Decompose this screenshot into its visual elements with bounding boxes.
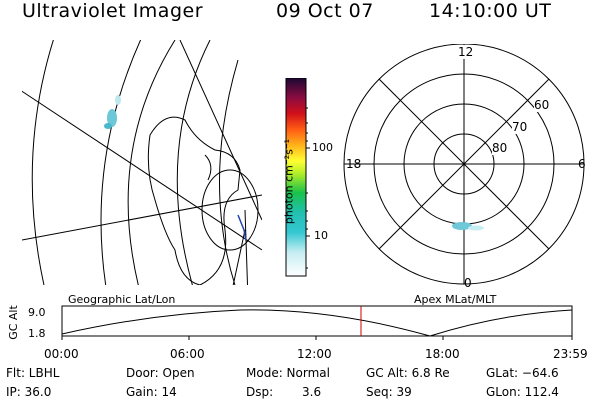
altitude-orbit-plot	[61, 305, 573, 340]
filter-info: Flt: LBHL	[6, 366, 60, 380]
apex-mlat-mlt-label: Apex MLat/MLT	[414, 293, 497, 306]
dsp-value: 3.6	[302, 385, 322, 399]
colorbar-tick-100: 100	[312, 141, 333, 154]
lat-label-80: 80	[492, 141, 508, 155]
gain-info: Gain: 14	[126, 385, 177, 399]
alt-tick-low: 1.8	[28, 327, 46, 340]
date-label: 09 Oct 07	[276, 0, 374, 22]
time-tick-0600: 06:00	[170, 347, 205, 361]
glat-info: GLat: −64.6	[486, 366, 559, 380]
time-tick-1200: 12:00	[297, 347, 332, 361]
header: Ultraviolet Imager 09 Oct 07 14:10:00 UT	[0, 0, 600, 28]
mlt-label-12: 12	[458, 45, 474, 59]
polar-plot	[343, 44, 585, 285]
dsp-label: Dsp:	[246, 385, 274, 399]
glon-info: GLon: 112.4	[486, 385, 559, 399]
colorbar-unit-label: photon cm⁻²s⁻¹	[282, 138, 296, 225]
aurora-emission-geo	[104, 95, 121, 129]
mlt-label-18: 18	[346, 157, 362, 171]
instrument-title: Ultraviolet Imager	[22, 0, 204, 22]
colorbar	[285, 78, 310, 277]
mlt-label-6: 6	[578, 157, 586, 171]
colorbar-tick-10: 10	[314, 229, 328, 242]
gc-alt-info: GC Alt: 6.8 Re	[366, 366, 450, 380]
time-label: 14:10:00 UT	[429, 0, 552, 22]
door-info: Door: Open	[126, 366, 195, 380]
time-tick-1800: 18:00	[425, 347, 460, 361]
alt-tick-high: 9.0	[28, 306, 46, 319]
ip-info: IP: 36.0	[6, 385, 52, 399]
mode-info: Mode: Normal	[246, 366, 330, 380]
time-tick-0000: 00:00	[44, 347, 79, 361]
lat-label-70: 70	[512, 120, 528, 134]
mlt-label-0: 0	[464, 276, 472, 290]
time-tick-2359: 23:59	[553, 347, 588, 361]
seq-info: Seq: 39	[366, 385, 412, 399]
geo-latlon-label: Geographic Lat/Lon	[68, 293, 176, 306]
aurora-emission-polar	[452, 222, 484, 231]
geographic-map	[22, 40, 262, 285]
lat-label-60: 60	[534, 98, 550, 112]
